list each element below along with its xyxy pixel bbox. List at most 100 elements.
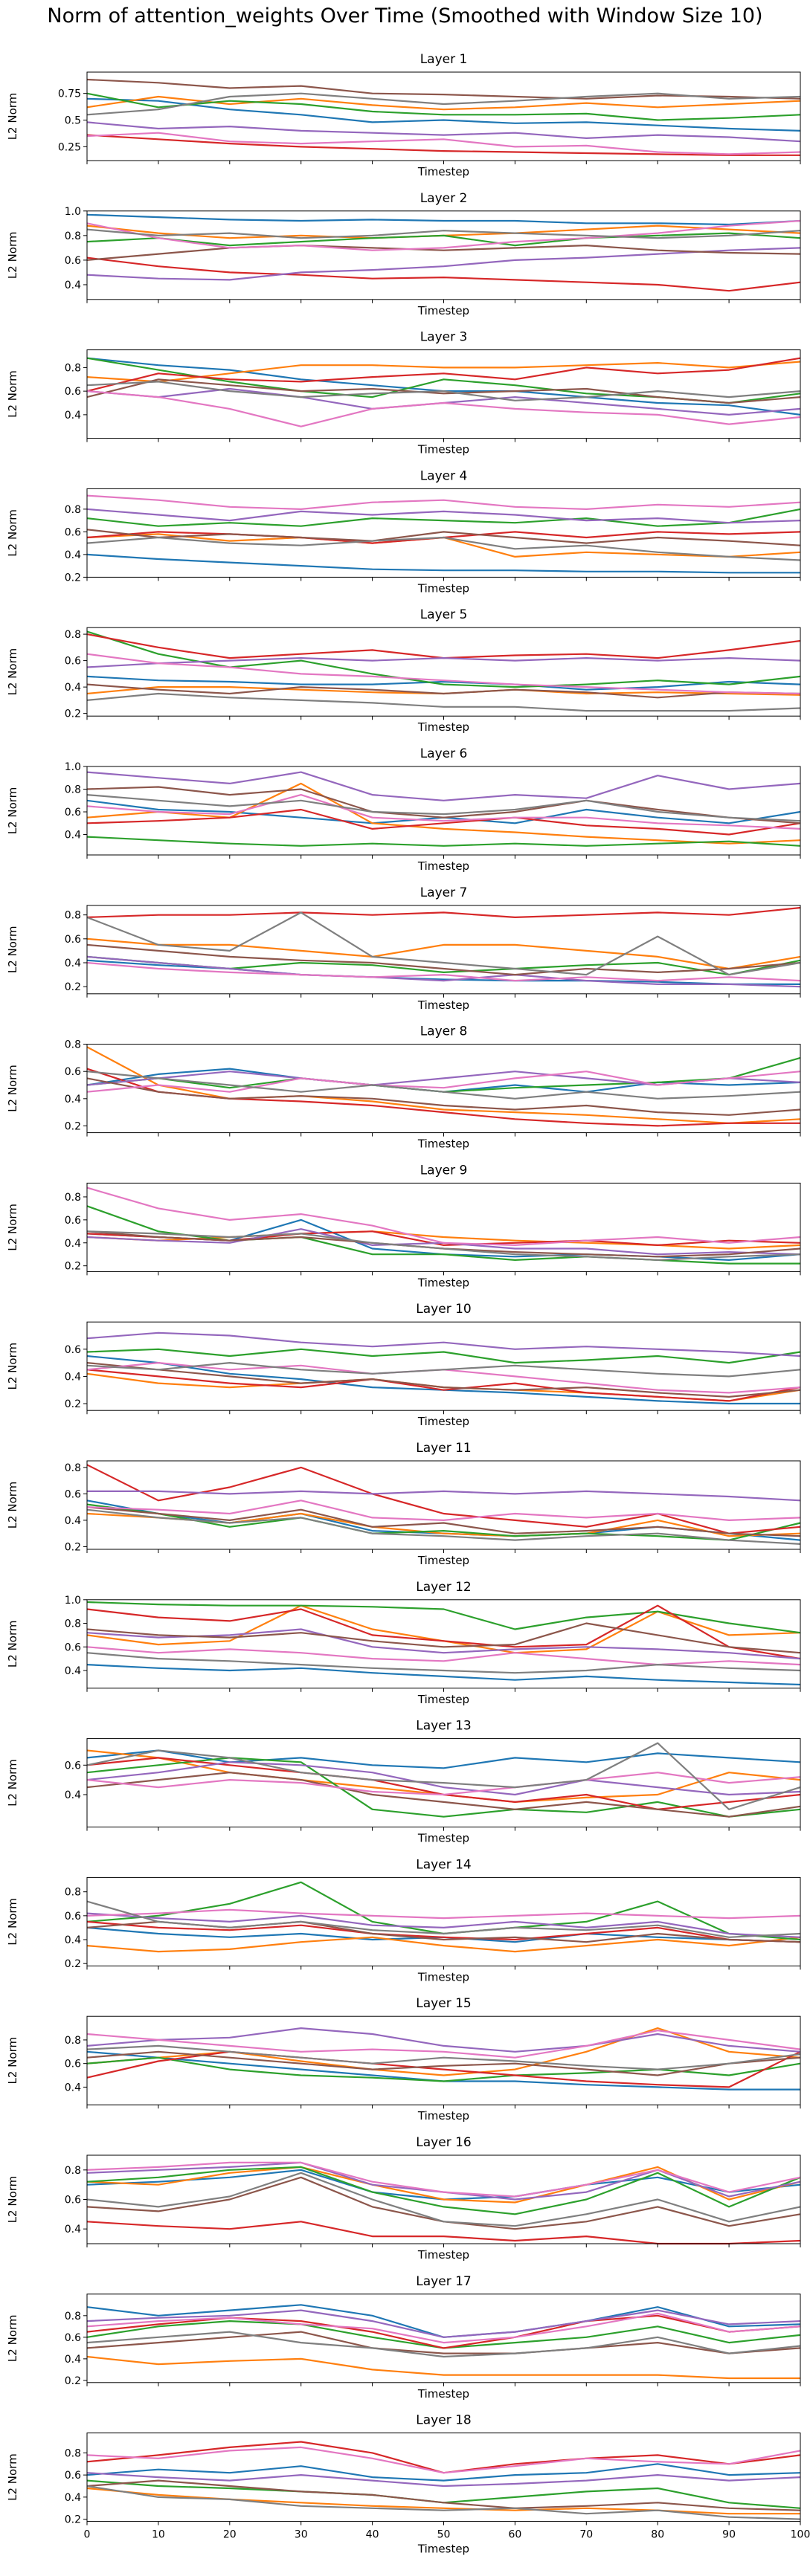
- series-line: [86, 1369, 801, 1402]
- y-axis-label: L2 Norm: [6, 2453, 19, 2501]
- series-line: [86, 1628, 801, 1660]
- y-axis-label: L2 Norm: [6, 2037, 19, 2085]
- series-line: [86, 633, 801, 659]
- x-axis-label: Timestep: [417, 1832, 469, 1845]
- x-axis-label: Timestep: [417, 2109, 469, 2123]
- panel-title: Layer 8: [420, 1024, 468, 1039]
- y-axis-label: L2 Norm: [6, 1343, 19, 1390]
- series-line: [86, 1622, 801, 1654]
- x-axis-label: Timestep: [417, 1970, 469, 1983]
- y-tick-label: 0.2: [65, 708, 81, 720]
- series-line: [86, 2472, 801, 2488]
- series-line: [86, 2044, 801, 2070]
- series-line: [86, 1187, 801, 1247]
- panel-title: Layer 6: [420, 746, 468, 761]
- x-tick-label: 100: [791, 2529, 810, 2541]
- y-tick-label: 0.6: [65, 807, 81, 819]
- x-axis-label: Timestep: [417, 2543, 469, 2556]
- series-line: [86, 943, 801, 976]
- y-tick-label: 0.2: [65, 1398, 81, 1410]
- y-tick-label: 0.5: [65, 115, 81, 127]
- y-tick-label: 0.4: [65, 830, 81, 842]
- panel-layer-4: Layer 4 0.2 0.4 0.6 0.8 Timestep L2 Norm: [6, 468, 801, 595]
- panel-layer-18: Layer 18 0.2 0.4 0.6 0.8 0 10 20 30 40 50 60 70 80 90 1…: [6, 2413, 810, 2556]
- panel-layer-17: Layer 17 0.2 0.4 0.6 0.8 Timestep L2 Norm: [6, 2274, 801, 2401]
- series-line: [86, 508, 801, 524]
- y-axis-label: L2 Norm: [6, 926, 19, 974]
- panel-title: Layer 7: [420, 885, 468, 900]
- series-line: [86, 1046, 801, 1124]
- panel-title: Layer 16: [416, 2135, 471, 2150]
- x-tick-label: 30: [295, 2529, 308, 2541]
- panel-layer-12: Layer 12 0.4 0.6 0.8 1.0 Timestep L2 Norm: [6, 1580, 801, 1706]
- series-line: [86, 134, 800, 156]
- y-tick-label: 0.4: [65, 1789, 81, 1801]
- panel-layer-8: Layer 8 0.2 0.4 0.6 0.8 Timestep L2 Norm: [6, 1024, 801, 1151]
- y-axis-label: L2 Norm: [6, 2176, 19, 2224]
- series-line: [86, 2331, 801, 2354]
- series-line: [86, 955, 801, 988]
- x-tick-label: 40: [366, 2529, 379, 2541]
- series-line: [86, 808, 801, 836]
- panel-layer-10: Layer 10 0.2 0.4 0.6 Timestep L2 Norm: [6, 1302, 801, 1428]
- panel-title: Layer 13: [416, 1719, 471, 1734]
- panel-title: Layer 4: [420, 468, 468, 483]
- y-axis-label: L2 Norm: [6, 1065, 19, 1112]
- panel-layer-14: Layer 14 0.2 0.4 0.6 0.8 Timestep L2 Norm: [6, 1857, 801, 1983]
- series-line: [86, 794, 801, 822]
- panel-title: Layer 5: [420, 607, 468, 622]
- y-tick-label: 0.6: [65, 386, 81, 398]
- y-tick-label: 1.0: [65, 1595, 81, 1607]
- series-line: [86, 213, 801, 226]
- series-line: [86, 1772, 801, 1818]
- y-tick-label: 0.6: [65, 1911, 81, 1923]
- y-axis-label: L2 Norm: [6, 232, 19, 280]
- series-line: [86, 1348, 801, 1364]
- x-axis-label: Timestep: [417, 2248, 469, 2262]
- x-tick-label: 10: [152, 2529, 165, 2541]
- series-line: [86, 771, 801, 801]
- series-line: [86, 2050, 801, 2076]
- series-line: [86, 2309, 801, 2338]
- y-tick-label: 0.4: [65, 1515, 81, 1527]
- x-axis-label: Timestep: [417, 2387, 469, 2401]
- series-line: [86, 1936, 801, 1953]
- series-line: [86, 92, 801, 121]
- series-line: [86, 494, 801, 511]
- series-line: [86, 1646, 801, 1666]
- series-line: [86, 683, 801, 699]
- panel-title: Layer 9: [420, 1163, 468, 1178]
- y-axis-label: L2 Norm: [6, 2315, 19, 2363]
- series-line: [86, 2027, 801, 2053]
- y-axis-label: L2 Norm: [6, 787, 19, 835]
- y-tick-label: 0.8: [65, 629, 81, 641]
- series-line: [86, 1749, 801, 1769]
- y-tick-label: 0.8: [65, 1462, 81, 1474]
- y-tick-label: 0.4: [65, 1665, 81, 1677]
- x-axis-label: Timestep: [417, 1415, 469, 1428]
- y-tick-label: 0.4: [65, 1238, 81, 1250]
- series-line: [86, 630, 801, 688]
- axes-frame: [86, 1599, 801, 1689]
- series-line: [86, 1508, 801, 1545]
- series-line: [86, 1362, 801, 1398]
- x-axis-label: Timestep: [417, 1276, 469, 1289]
- y-tick-label: 0.6: [65, 1066, 81, 1078]
- y-tick-label: 0.8: [65, 230, 81, 242]
- panel-layer-16: Layer 16 0.4 0.6 0.8 Timestep L2 Norm: [6, 2135, 801, 2262]
- series-line: [86, 2446, 801, 2474]
- series-line: [86, 508, 801, 527]
- x-axis-label: Timestep: [417, 1137, 469, 1151]
- y-tick-label: 0.75: [58, 88, 81, 100]
- y-tick-label: 0.8: [65, 2035, 81, 2047]
- y-tick-label: 1.0: [65, 761, 81, 773]
- series-line: [86, 2463, 801, 2482]
- series-line: [86, 92, 801, 116]
- y-tick-label: 0.6: [65, 934, 81, 946]
- y-axis-label: L2 Norm: [6, 370, 19, 418]
- series-line: [86, 2479, 801, 2511]
- x-axis-label: Timestep: [417, 165, 469, 178]
- y-tick-label: 0.6: [65, 2332, 81, 2344]
